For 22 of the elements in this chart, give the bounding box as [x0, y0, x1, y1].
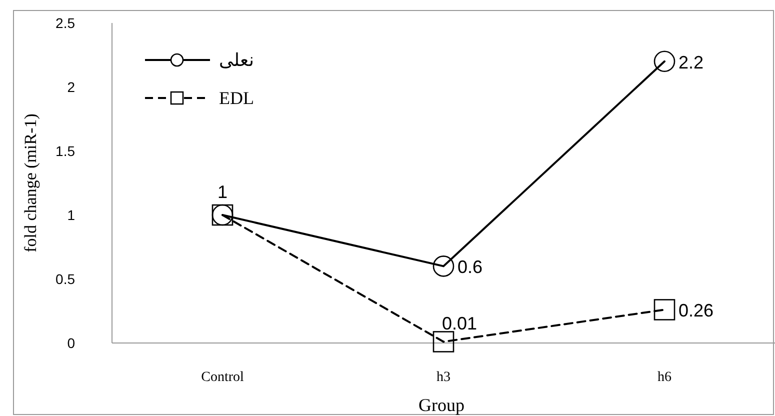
point	[432, 256, 454, 277]
y-tick-label: 2.5	[56, 15, 76, 31]
x-tick-label: Control	[201, 370, 244, 385]
y-tick-label: 0.5	[56, 271, 76, 287]
data-label: 1	[217, 182, 228, 202]
legend-label: نعلی	[219, 50, 254, 70]
data-label: 0.26	[678, 300, 714, 321]
x-axis-title: Group	[418, 395, 464, 415]
y-tick-label: 2	[67, 79, 76, 95]
data-label: 2.2	[678, 52, 704, 72]
point	[654, 50, 676, 72]
point	[654, 299, 676, 320]
data-label: 0.01	[442, 314, 478, 334]
y-axis-title: fold change (miR-1)	[21, 114, 40, 252]
point	[432, 331, 454, 352]
data-label: 0.6	[458, 257, 483, 278]
x-tick-label: h3	[436, 370, 450, 385]
y-tick-label: 1	[67, 207, 76, 223]
y-tick-label: 0	[67, 335, 76, 351]
x-tick-label: h6	[658, 370, 672, 385]
legend-label: EDL	[219, 88, 254, 108]
y-tick-label: 1.5	[56, 143, 76, 159]
